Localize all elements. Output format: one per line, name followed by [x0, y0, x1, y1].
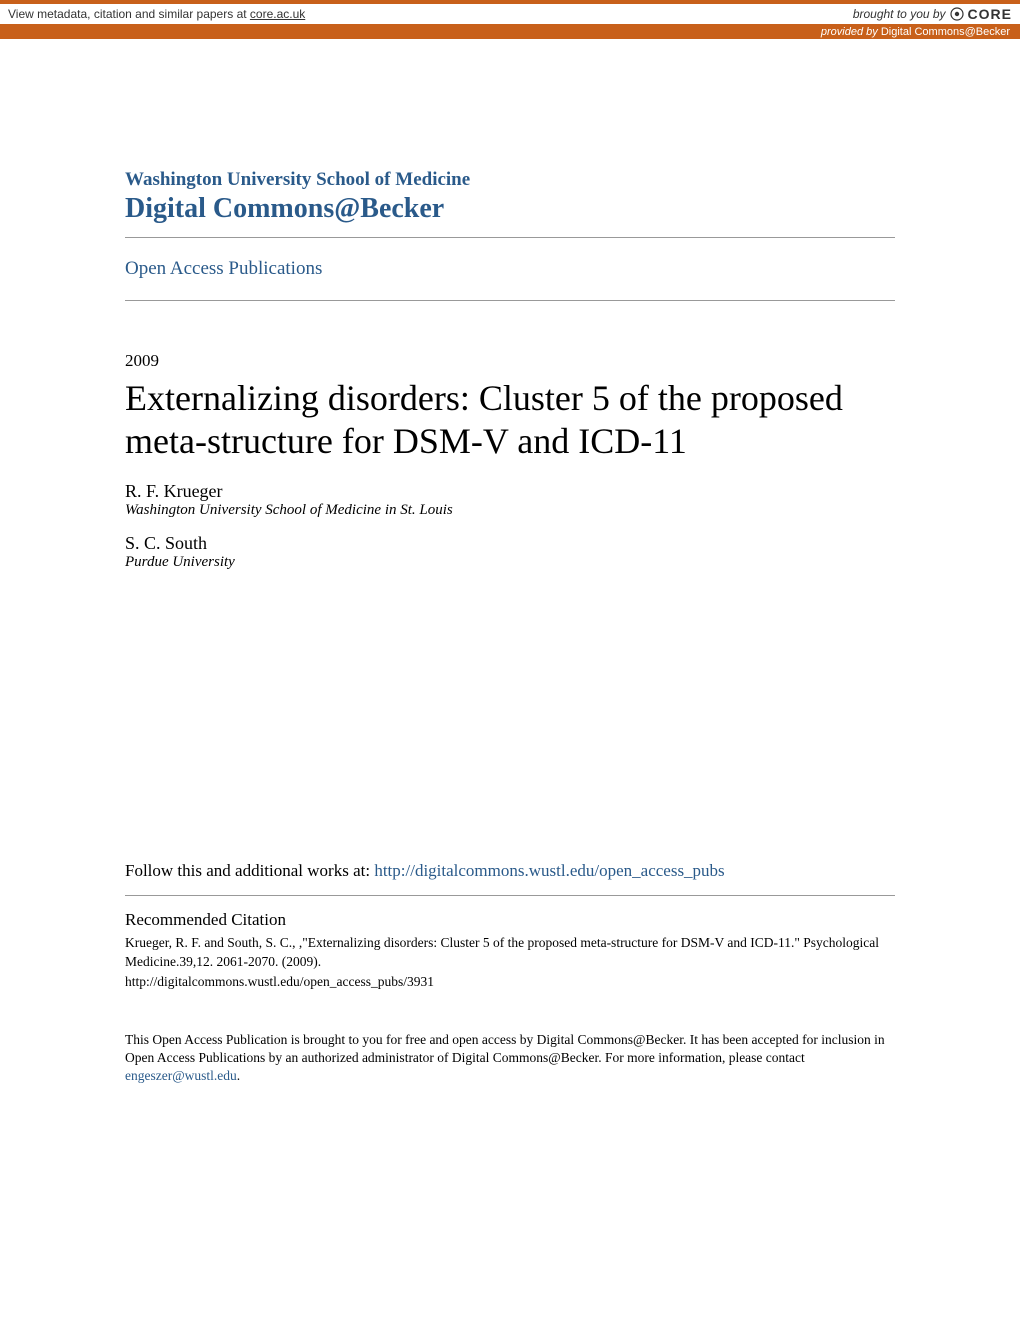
footer-text: This Open Access Publication is brought …	[125, 1031, 895, 1086]
footer-body: This Open Access Publication is brought …	[125, 1032, 885, 1065]
author-name: S. C. South	[125, 533, 895, 554]
core-banner: View metadata, citation and similar pape…	[0, 0, 1020, 25]
follow-url[interactable]: http://digitalcommons.wustl.edu/open_acc…	[374, 861, 724, 880]
author-block: R. F. Krueger Washington University Scho…	[125, 481, 895, 519]
author-affiliation: Purdue University	[125, 554, 895, 571]
citation-text: Krueger, R. F. and South, S. C., ,"Exter…	[125, 934, 895, 970]
provided-prefix: provided by	[821, 26, 881, 38]
follow-prefix: Follow this and additional works at:	[125, 861, 374, 880]
footer-suffix: .	[237, 1068, 240, 1083]
banner-left: View metadata, citation and similar pape…	[8, 7, 305, 21]
page-content: Washington University School of Medicine…	[0, 39, 1020, 1146]
banner-left-prefix: View metadata, citation and similar pape…	[8, 7, 250, 21]
core-logo[interactable]: CORE	[968, 6, 1012, 22]
repository-name[interactable]: Digital Commons@Becker	[125, 193, 895, 225]
provided-source: Digital Commons@Becker	[881, 26, 1010, 38]
paper-title: Externalizing disorders: Cluster 5 of th…	[125, 377, 895, 463]
divider	[125, 300, 895, 301]
institution-name[interactable]: Washington University School of Medicine	[125, 169, 895, 191]
divider	[125, 895, 895, 896]
author-name: R. F. Krueger	[125, 481, 895, 502]
follow-works: Follow this and additional works at: htt…	[125, 861, 895, 881]
core-link[interactable]: core.ac.uk	[250, 7, 305, 21]
core-icon	[950, 7, 964, 21]
contact-email[interactable]: engeszer@wustl.edu	[125, 1068, 237, 1083]
section-link[interactable]: Open Access Publications	[125, 258, 322, 280]
divider	[125, 237, 895, 238]
citation-heading: Recommended Citation	[125, 910, 895, 930]
citation-url: http://digitalcommons.wustl.edu/open_acc…	[125, 973, 895, 991]
brought-by-text: brought to you by	[853, 7, 946, 21]
publication-year: 2009	[125, 351, 895, 371]
author-affiliation: Washington University School of Medicine…	[125, 502, 895, 519]
banner-right: brought to you by CORE	[853, 6, 1012, 22]
author-block: S. C. South Purdue University	[125, 533, 895, 571]
provided-bar: provided by Digital Commons@Becker	[0, 25, 1020, 39]
